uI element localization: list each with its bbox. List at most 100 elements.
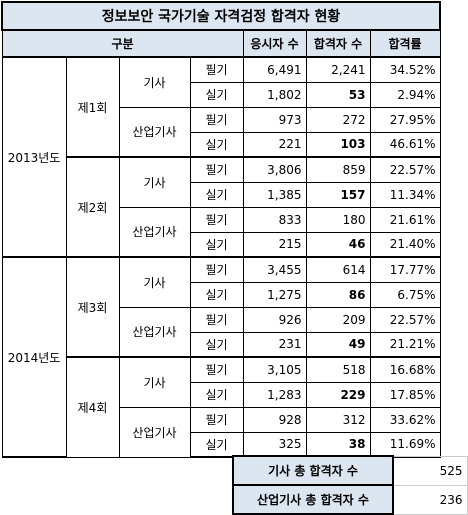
applicants-cell: 221 <box>242 131 307 158</box>
table-title: 정보보안 국가기술 자격검정 합격자 현황 <box>1 1 441 31</box>
exam-type-written: 필기 <box>189 156 244 183</box>
passers-cell: 38 <box>305 431 371 458</box>
applicants-cell: 3,105 <box>242 356 307 383</box>
applicants-cell: 928 <box>242 406 307 433</box>
exam-type-practical: 실기 <box>189 381 244 408</box>
rate-cell: 21.40% <box>369 231 441 258</box>
passers-cell: 157 <box>305 181 371 208</box>
applicants-cell: 833 <box>242 206 307 233</box>
header-applicants: 응시자 수 <box>242 29 307 58</box>
exam-type-practical: 실기 <box>189 231 244 258</box>
applicants-cell: 1,802 <box>242 81 307 108</box>
rate-cell: 6.75% <box>369 281 441 308</box>
summary-table: 기사 총 합격자 수 525 산업기사 총 합격자 수 236 <box>232 455 468 515</box>
summary-row-gisa: 기사 총 합격자 수 525 <box>232 455 468 486</box>
table-row: 2014년도 제3회 기사 필기 3,455 614 17.77% <box>1 256 441 458</box>
exam-type-written: 필기 <box>189 406 244 433</box>
summary-label: 기사 총 합격자 수 <box>232 455 394 486</box>
pass-status-table: 정보보안 국가기술 자격검정 합격자 현황 구분 응시자 수 합격자 수 합격률… <box>1 1 441 458</box>
rate-cell: 17.85% <box>369 381 441 408</box>
level-cell-sanup: 산업기사 <box>118 406 191 458</box>
level-cell-gisa: 기사 <box>118 156 191 208</box>
rate-cell: 21.21% <box>369 331 441 358</box>
table-row: 2013년도 제1회 기사 필기 6,491 2,241 34.52% <box>1 56 441 258</box>
rate-cell: 21.61% <box>369 206 441 233</box>
passers-cell: 2,241 <box>305 56 371 83</box>
exam-type-practical: 실기 <box>189 181 244 208</box>
exam-type-written: 필기 <box>189 306 244 333</box>
round-cell-1: 제1회 <box>65 56 120 158</box>
passers-cell: 312 <box>305 406 371 433</box>
rate-cell: 46.61% <box>369 131 441 158</box>
rate-cell: 34.52% <box>369 56 441 83</box>
round-cell-4: 제4회 <box>65 356 120 458</box>
rate-cell: 22.57% <box>369 156 441 183</box>
table-row: 제2회 기사 필기 3,806 859 22.57% <box>2 156 441 258</box>
exam-type-written: 필기 <box>189 356 244 383</box>
passers-cell: 614 <box>305 256 371 283</box>
round-cell-2: 제2회 <box>65 156 120 258</box>
passers-cell: 518 <box>305 356 371 383</box>
rate-cell: 22.57% <box>369 306 441 333</box>
exam-type-written: 필기 <box>189 256 244 283</box>
passers-cell: 209 <box>305 306 371 333</box>
exam-type-practical: 실기 <box>189 81 244 108</box>
table-row: 산업기사 필기 833 180 21.61% <box>2 206 441 258</box>
passers-cell: 859 <box>305 156 371 183</box>
applicants-cell: 973 <box>242 106 307 133</box>
summary-value: 525 <box>392 455 468 486</box>
passers-cell: 86 <box>305 281 371 308</box>
exam-type-written: 필기 <box>189 206 244 233</box>
level-cell-gisa: 기사 <box>118 56 191 108</box>
round-cell-3: 제3회 <box>65 256 120 358</box>
header-category: 구분 <box>1 29 244 58</box>
applicants-cell: 1,385 <box>242 181 307 208</box>
level-cell-sanup: 산업기사 <box>118 106 191 158</box>
passers-cell: 46 <box>305 231 371 258</box>
summary-label: 산업기사 총 합격자 수 <box>232 484 394 515</box>
rate-cell: 2.94% <box>369 81 441 108</box>
applicants-cell: 325 <box>242 431 307 458</box>
rate-cell: 27.95% <box>369 106 441 133</box>
level-cell-sanup: 산업기사 <box>118 306 191 358</box>
rate-cell: 33.62% <box>369 406 441 433</box>
passers-cell: 229 <box>305 381 371 408</box>
applicants-cell: 3,806 <box>242 156 307 183</box>
level-cell-sanup: 산업기사 <box>118 206 191 258</box>
applicants-cell: 1,283 <box>242 381 307 408</box>
rate-cell: 17.77% <box>369 256 441 283</box>
table-row: 실기 215 46 21.40% <box>2 231 441 258</box>
rate-cell: 11.69% <box>369 431 441 458</box>
applicants-cell: 215 <box>242 231 307 258</box>
passers-cell: 103 <box>305 131 371 158</box>
exam-type-practical: 실기 <box>189 131 244 158</box>
year-cell-2014: 2014년도 <box>1 256 67 458</box>
table-row: 실기 1,802 53 2.94% <box>2 81 441 108</box>
level-cell-gisa: 기사 <box>118 256 191 308</box>
table-row: 산업기사 필기 928 312 33.62% <box>2 406 441 458</box>
rate-cell: 16.68% <box>369 356 441 383</box>
passers-cell: 53 <box>305 81 371 108</box>
exam-type-written: 필기 <box>189 56 244 83</box>
summary-row-sanup: 산업기사 총 합격자 수 236 <box>232 484 468 515</box>
applicants-cell: 926 <box>242 306 307 333</box>
summary-value: 236 <box>392 484 468 515</box>
applicants-cell: 6,491 <box>242 56 307 83</box>
exam-type-practical: 실기 <box>189 281 244 308</box>
passers-cell: 180 <box>305 206 371 233</box>
rate-cell: 11.34% <box>369 181 441 208</box>
applicants-cell: 1,275 <box>242 281 307 308</box>
header-passers: 합격자 수 <box>305 29 371 58</box>
table-row: 실기 1,385 157 11.34% <box>2 181 441 208</box>
header-pass-rate: 합격률 <box>369 29 441 58</box>
table-row: 제4회 기사 필기 3,105 518 16.68% <box>2 356 441 458</box>
applicants-cell: 3,455 <box>242 256 307 283</box>
exam-type-practical: 실기 <box>189 431 244 458</box>
applicants-cell: 231 <box>242 331 307 358</box>
level-cell-gisa: 기사 <box>118 356 191 408</box>
table-row: 실기 221 103 46.61% <box>2 131 441 158</box>
table-row: 실기 325 38 11.69% <box>2 431 441 458</box>
year-cell-2013: 2013년도 <box>1 56 67 258</box>
passers-cell: 49 <box>305 331 371 358</box>
exam-type-practical: 실기 <box>189 331 244 358</box>
